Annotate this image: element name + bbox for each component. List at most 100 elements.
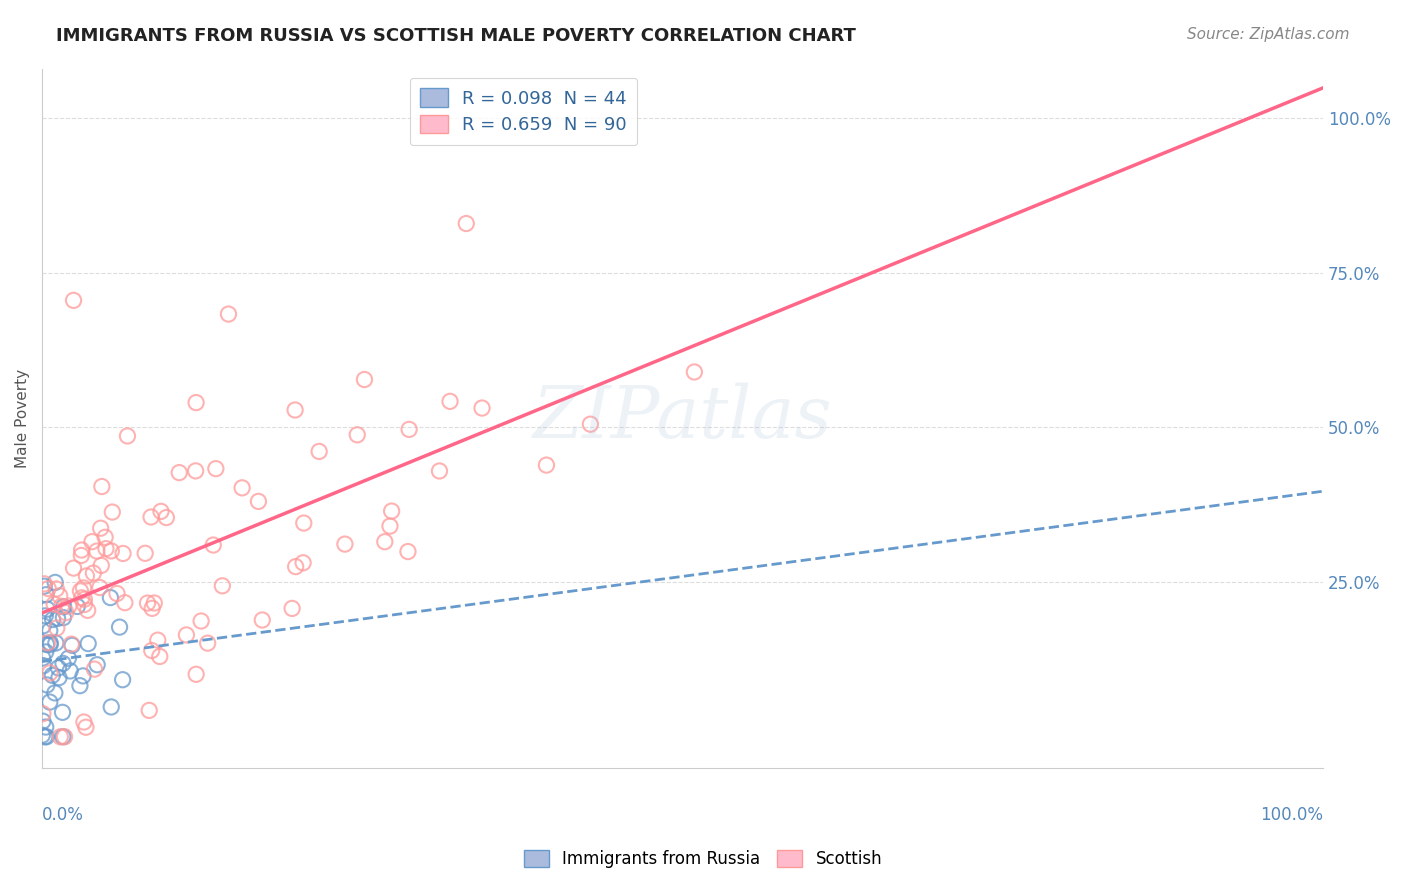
Point xyxy=(186,667,208,681)
Point xyxy=(471,401,494,415)
Point xyxy=(90,558,112,573)
Point xyxy=(82,566,104,580)
Point xyxy=(284,559,307,574)
Point xyxy=(73,592,96,607)
Point xyxy=(108,620,131,634)
Point xyxy=(143,596,166,610)
Point xyxy=(149,649,172,664)
Point xyxy=(60,637,83,651)
Point xyxy=(167,466,190,480)
Point xyxy=(35,730,58,744)
Point xyxy=(117,429,139,443)
Point xyxy=(45,582,67,596)
Point xyxy=(55,606,77,620)
Point xyxy=(38,695,60,709)
Point xyxy=(62,293,84,308)
Point xyxy=(72,669,94,683)
Point xyxy=(52,610,75,624)
Point xyxy=(45,636,67,650)
Point xyxy=(75,720,97,734)
Point xyxy=(136,596,159,610)
Text: 100.0%: 100.0% xyxy=(1260,806,1323,824)
Point xyxy=(83,662,105,676)
Point xyxy=(52,657,75,671)
Point xyxy=(346,427,368,442)
Point xyxy=(35,645,58,659)
Point xyxy=(69,583,91,598)
Point xyxy=(155,510,177,524)
Point xyxy=(35,678,58,692)
Point xyxy=(80,534,103,549)
Point xyxy=(45,621,67,635)
Point xyxy=(111,673,134,687)
Point xyxy=(52,599,75,614)
Point xyxy=(70,549,93,563)
Point xyxy=(37,636,59,650)
Point xyxy=(31,651,53,665)
Point xyxy=(211,579,233,593)
Point xyxy=(100,591,122,605)
Point xyxy=(184,395,207,409)
Point xyxy=(31,728,53,742)
Point xyxy=(73,598,96,612)
Point xyxy=(396,544,419,558)
Point xyxy=(138,703,160,717)
Point xyxy=(34,608,56,623)
Point xyxy=(94,530,117,544)
Point xyxy=(32,714,55,729)
Text: Source: ZipAtlas.com: Source: ZipAtlas.com xyxy=(1187,27,1350,42)
Point xyxy=(381,504,404,518)
Point xyxy=(44,575,66,590)
Point xyxy=(48,671,70,685)
Point xyxy=(176,628,198,642)
Point xyxy=(69,679,91,693)
Point xyxy=(53,730,76,744)
Point xyxy=(378,519,401,533)
Point xyxy=(58,651,80,665)
Point xyxy=(32,658,55,673)
Point xyxy=(100,700,122,714)
Point xyxy=(281,601,304,615)
Point xyxy=(374,534,396,549)
Point xyxy=(37,582,59,596)
Point xyxy=(205,461,228,475)
Point xyxy=(146,633,169,648)
Point xyxy=(34,730,56,744)
Point xyxy=(38,624,60,638)
Point xyxy=(41,613,63,627)
Point xyxy=(39,638,62,652)
Point xyxy=(114,596,136,610)
Point xyxy=(62,561,84,575)
Point xyxy=(52,730,75,744)
Point xyxy=(89,581,111,595)
Legend: R = 0.098  N = 44, R = 0.659  N = 90: R = 0.098 N = 44, R = 0.659 N = 90 xyxy=(409,78,637,145)
Point xyxy=(58,599,80,613)
Point xyxy=(34,576,56,591)
Point xyxy=(72,581,94,595)
Text: 0.0%: 0.0% xyxy=(42,806,84,824)
Point xyxy=(77,637,100,651)
Point xyxy=(41,668,63,682)
Point xyxy=(429,464,451,478)
Text: ZIPatlas: ZIPatlas xyxy=(533,383,832,453)
Y-axis label: Male Poverty: Male Poverty xyxy=(15,368,30,467)
Point xyxy=(190,614,212,628)
Point xyxy=(579,417,602,432)
Point xyxy=(76,603,98,617)
Point xyxy=(112,546,135,560)
Point xyxy=(35,588,58,602)
Point xyxy=(35,638,58,652)
Point xyxy=(51,599,73,614)
Point xyxy=(48,589,70,603)
Point xyxy=(32,579,55,593)
Point xyxy=(105,586,128,600)
Text: IMMIGRANTS FROM RUSSIA VS SCOTTISH MALE POVERTY CORRELATION CHART: IMMIGRANTS FROM RUSSIA VS SCOTTISH MALE … xyxy=(56,27,856,45)
Point xyxy=(202,538,225,552)
Point xyxy=(141,601,163,615)
Point xyxy=(86,657,108,672)
Point xyxy=(456,217,478,231)
Point xyxy=(149,504,172,518)
Point xyxy=(439,394,461,409)
Point xyxy=(70,543,93,558)
Point xyxy=(35,720,58,734)
